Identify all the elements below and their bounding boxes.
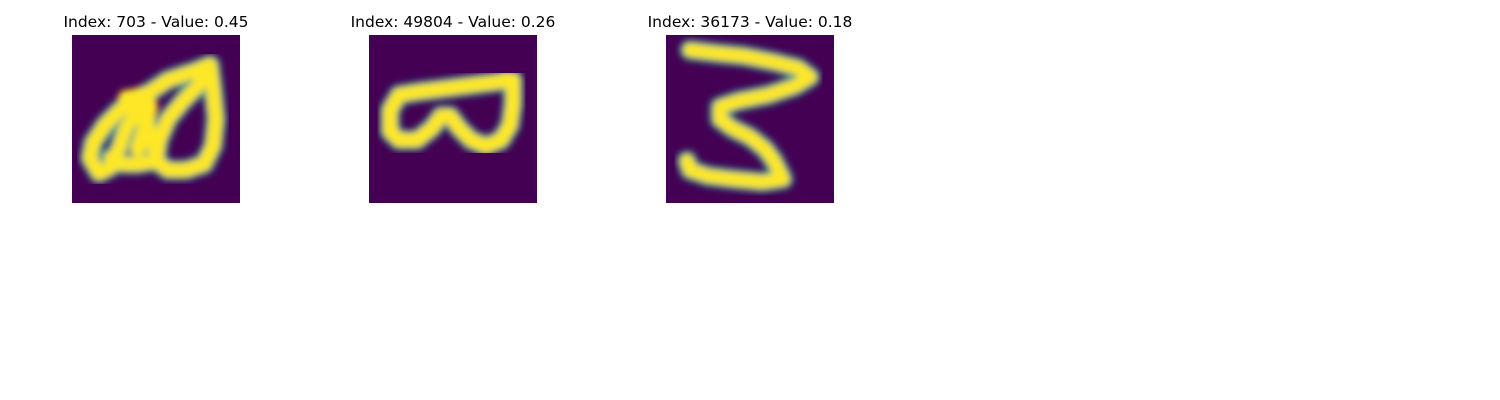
digit-image-3	[666, 35, 834, 203]
panel-title-2: Index: 49804 - Value: 0.26	[350, 13, 556, 31]
image-panel-2: Index: 49804 - Value: 0.26	[303, 0, 603, 210]
panel-title-3: Index: 36173 - Value: 0.18	[647, 13, 853, 31]
panel-title-1: Index: 703 - Value: 0.45	[63, 13, 249, 31]
image-panel-3: Index: 36173 - Value: 0.18	[600, 0, 900, 210]
digit-image-1	[72, 35, 240, 203]
digit-image-2	[369, 35, 537, 203]
image-panel-1: Index: 703 - Value: 0.45	[6, 0, 306, 210]
